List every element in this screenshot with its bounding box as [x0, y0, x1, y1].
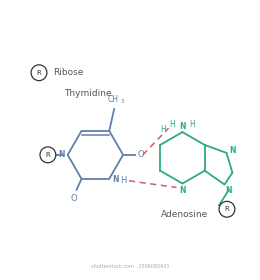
- Text: CH: CH: [108, 95, 119, 104]
- Text: Thymidine: Thymidine: [64, 89, 111, 98]
- Text: N: N: [112, 175, 118, 184]
- Text: N: N: [229, 146, 236, 155]
- Text: H: H: [160, 125, 166, 134]
- Text: N: N: [58, 150, 65, 159]
- Text: N: N: [179, 122, 186, 131]
- Text: R: R: [225, 206, 229, 212]
- Text: R: R: [37, 70, 41, 76]
- Text: O: O: [70, 194, 77, 203]
- Text: shutterstock.com · 2506080641: shutterstock.com · 2506080641: [91, 264, 169, 269]
- Text: N: N: [225, 186, 232, 195]
- Text: H: H: [190, 120, 195, 129]
- Text: H: H: [170, 120, 176, 129]
- Text: 3: 3: [120, 99, 124, 104]
- Text: N: N: [179, 186, 186, 195]
- Text: O: O: [138, 150, 144, 159]
- Text: R: R: [46, 152, 50, 158]
- Text: Ribose: Ribose: [53, 68, 83, 77]
- Text: H: H: [120, 176, 126, 185]
- Text: Adenosine: Adenosine: [161, 210, 208, 219]
